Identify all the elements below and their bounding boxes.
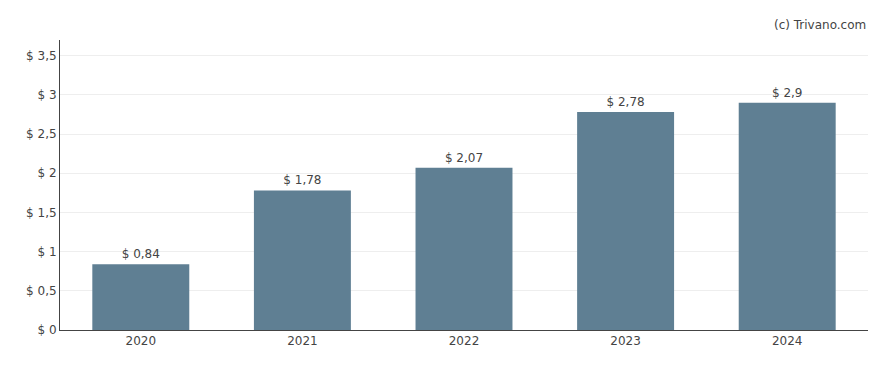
svg-text:(c) Trivano.com: (c) Trivano.com [774,18,866,32]
svg-text:$ 1,78: $ 1,78 [283,173,321,187]
svg-text:$ 0: $ 0 [38,323,57,337]
svg-text:$ 1,5: $ 1,5 [26,206,57,220]
svg-text:$ 3: $ 3 [38,88,57,102]
svg-text:2024: 2024 [772,334,803,348]
svg-text:2021: 2021 [287,334,318,348]
svg-text:$ 0,84: $ 0,84 [122,247,160,261]
svg-text:$ 2,5: $ 2,5 [26,127,57,141]
svg-text:2020: 2020 [126,334,157,348]
svg-text:$ 3,5: $ 3,5 [26,49,57,63]
svg-text:$ 1: $ 1 [38,245,57,259]
svg-text:2022: 2022 [449,334,480,348]
svg-text:$ 2,78: $ 2,78 [607,95,645,109]
svg-text:2023: 2023 [610,334,641,348]
svg-text:$ 0,5: $ 0,5 [26,284,57,298]
svg-text:$ 2,9: $ 2,9 [772,86,803,100]
svg-text:$ 2,07: $ 2,07 [445,151,483,165]
svg-text:$ 2: $ 2 [38,166,57,180]
